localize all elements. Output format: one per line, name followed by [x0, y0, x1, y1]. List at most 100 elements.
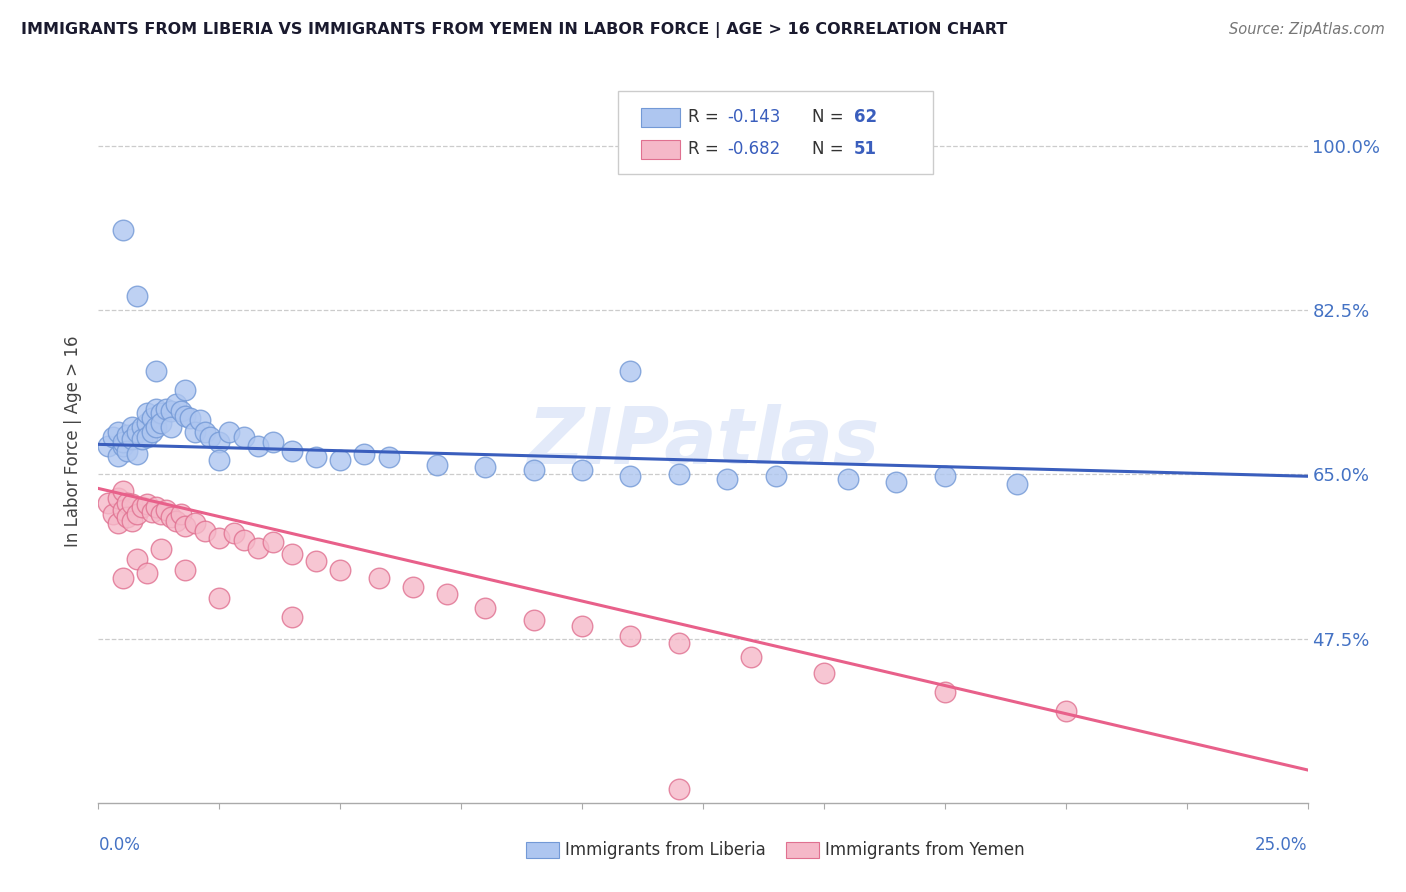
Point — [426, 458, 449, 472]
Point — [523, 463, 546, 477]
Point — [150, 507, 173, 521]
Point — [247, 439, 270, 453]
Point — [184, 516, 207, 531]
Point — [194, 425, 217, 439]
Point — [668, 636, 690, 650]
Point — [141, 411, 163, 425]
Point — [368, 571, 391, 585]
Point — [281, 610, 304, 624]
Point — [145, 364, 167, 378]
Point — [813, 666, 835, 681]
Point — [145, 420, 167, 434]
Point — [329, 563, 352, 577]
Point — [934, 469, 956, 483]
Text: R =: R = — [689, 108, 730, 126]
Point — [174, 409, 197, 424]
Point — [121, 514, 143, 528]
Point — [188, 413, 211, 427]
Point — [127, 551, 149, 566]
Point — [208, 434, 231, 449]
Point — [571, 619, 593, 633]
Point — [107, 425, 129, 439]
Point — [127, 447, 149, 461]
Point — [150, 416, 173, 430]
Point — [131, 500, 153, 515]
Point — [208, 531, 231, 545]
Point — [150, 406, 173, 420]
Point — [198, 430, 221, 444]
Point — [145, 401, 167, 416]
Point — [262, 535, 284, 549]
Point — [131, 420, 153, 434]
Text: -0.143: -0.143 — [727, 108, 780, 126]
Point — [155, 401, 177, 416]
Point — [131, 432, 153, 446]
Point — [232, 533, 254, 547]
Point — [740, 650, 762, 665]
Point — [1007, 476, 1029, 491]
Point — [174, 563, 197, 577]
Text: N =: N = — [811, 140, 849, 158]
Point — [353, 447, 375, 461]
Point — [208, 591, 231, 606]
Point — [135, 406, 157, 420]
Point — [305, 554, 328, 568]
Point — [474, 600, 496, 615]
Point — [305, 450, 328, 465]
Text: ZIPatlas: ZIPatlas — [527, 403, 879, 480]
Text: R =: R = — [689, 140, 730, 158]
Point — [165, 397, 187, 411]
Point — [117, 509, 139, 524]
FancyBboxPatch shape — [526, 842, 560, 858]
Point — [127, 289, 149, 303]
Point — [127, 425, 149, 439]
Point — [377, 450, 399, 465]
Point — [121, 497, 143, 511]
Text: Immigrants from Liberia: Immigrants from Liberia — [565, 841, 766, 859]
Point — [169, 403, 191, 417]
Point — [619, 629, 641, 643]
Text: N =: N = — [811, 108, 849, 126]
Point — [222, 525, 245, 540]
FancyBboxPatch shape — [619, 91, 932, 174]
Point — [208, 453, 231, 467]
Point — [668, 781, 690, 796]
Point — [165, 514, 187, 528]
Point — [179, 411, 201, 425]
Point — [135, 497, 157, 511]
Point — [668, 467, 690, 482]
Point — [107, 449, 129, 463]
Point — [150, 542, 173, 557]
Point — [619, 364, 641, 378]
FancyBboxPatch shape — [641, 139, 681, 159]
Point — [1054, 704, 1077, 718]
Point — [523, 613, 546, 627]
Point — [97, 439, 120, 453]
Point — [169, 507, 191, 521]
Point — [135, 430, 157, 444]
Point — [127, 507, 149, 521]
Point — [97, 495, 120, 509]
Point — [402, 580, 425, 594]
Point — [101, 507, 124, 521]
Point — [121, 432, 143, 446]
Point — [111, 439, 134, 453]
Point — [135, 416, 157, 430]
Point — [111, 503, 134, 517]
Point — [281, 444, 304, 458]
Point — [716, 472, 738, 486]
Point — [155, 503, 177, 517]
Point — [117, 428, 139, 442]
Text: Immigrants from Yemen: Immigrants from Yemen — [825, 841, 1025, 859]
Point — [934, 685, 956, 699]
Point — [160, 420, 183, 434]
Point — [837, 472, 859, 486]
Text: -0.682: -0.682 — [727, 140, 780, 158]
Point — [194, 524, 217, 538]
Point — [281, 547, 304, 561]
Point — [174, 519, 197, 533]
Point — [121, 420, 143, 434]
Point — [107, 516, 129, 531]
Point — [765, 469, 787, 483]
FancyBboxPatch shape — [641, 108, 681, 128]
